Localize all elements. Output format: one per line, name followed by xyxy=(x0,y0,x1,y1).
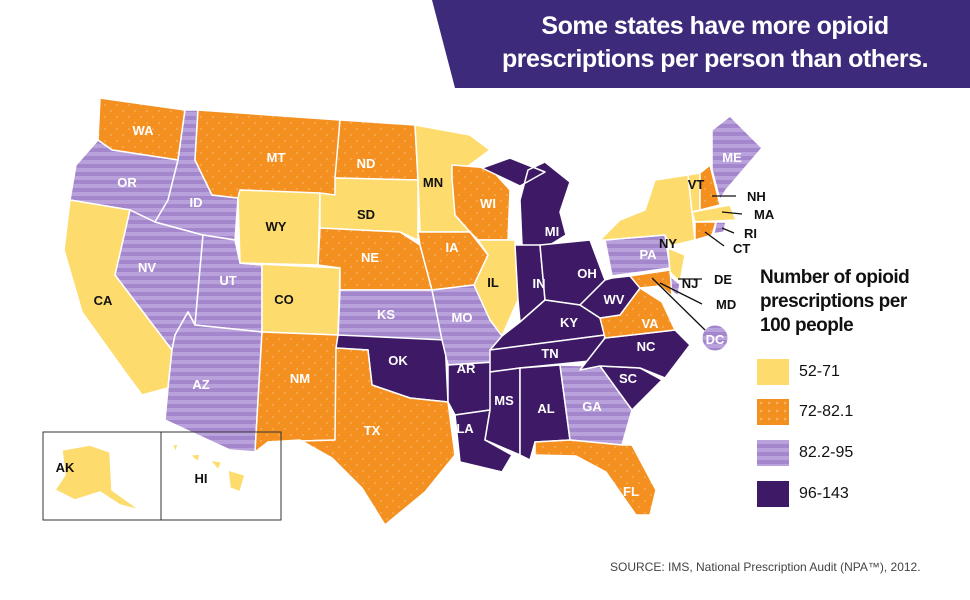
leader-line-MA xyxy=(721,211,743,215)
state-label-AK: AK xyxy=(56,460,75,475)
state-label-VA: VA xyxy=(641,316,659,331)
state-AZ xyxy=(164,311,263,453)
state-label-ME: ME xyxy=(722,150,742,165)
state-label-WY: WY xyxy=(266,219,287,234)
legend-label: 82.2-95 xyxy=(799,444,854,461)
legend-swatch xyxy=(757,399,789,425)
state-label-GA: GA xyxy=(582,399,602,414)
state-DC xyxy=(701,324,729,352)
legend-item: 52-71 xyxy=(757,359,840,385)
legend-item: 96-143 xyxy=(757,481,849,507)
state-label-WV: WV xyxy=(604,292,625,307)
leader-line-MD xyxy=(659,282,703,305)
state-label-NM: NM xyxy=(290,371,310,386)
leader-line-DC xyxy=(651,277,706,331)
state-label-WA: WA xyxy=(133,123,155,138)
hawaii-inset-box xyxy=(160,431,282,521)
state-label-RI: RI xyxy=(744,226,757,241)
legend-swatch xyxy=(757,359,789,385)
state-label-CT: CT xyxy=(733,241,750,256)
state-label-VT: VT xyxy=(688,177,705,192)
legend-item: 82.2-95 xyxy=(757,440,853,466)
state-label-CO: CO xyxy=(274,292,294,307)
state-label-UT: UT xyxy=(219,273,236,288)
state-label-NY: NY xyxy=(659,236,677,251)
state-label-OR: OR xyxy=(117,175,137,190)
state-MS xyxy=(484,367,521,456)
state-label-ID: ID xyxy=(190,195,203,210)
title-banner xyxy=(432,0,970,88)
page-title: Some states have more opioid prescriptio… xyxy=(501,12,929,73)
legend-label: 52-71 xyxy=(799,363,840,380)
state-MA xyxy=(691,204,737,223)
state-label-SD: SD xyxy=(357,207,375,222)
state-AK xyxy=(54,444,141,511)
state-label-KS: KS xyxy=(377,307,395,322)
state-label-MO: MO xyxy=(452,310,473,325)
state-label-MT: MT xyxy=(267,150,286,165)
leader-line-RI xyxy=(721,227,735,234)
source-note: SOURCE: IMS, National Prescription Audit… xyxy=(610,560,921,574)
state-label-IL: IL xyxy=(487,275,499,290)
state-label-NV: NV xyxy=(138,260,156,275)
state-label-NC: NC xyxy=(637,339,656,354)
state-label-TX: TX xyxy=(364,423,381,438)
state-label-AR: AR xyxy=(457,361,476,376)
state-label-AL: AL xyxy=(537,401,554,416)
legend-swatch xyxy=(757,440,789,466)
state-label-FL: FL xyxy=(623,484,639,499)
leader-line-CT xyxy=(704,231,725,247)
legend-label: 96-143 xyxy=(799,485,849,502)
state-label-TN: TN xyxy=(541,346,558,361)
state-label-DE: DE xyxy=(714,272,732,287)
state-FL xyxy=(534,439,657,516)
state-label-PA: PA xyxy=(639,247,657,262)
state-TN xyxy=(489,334,606,373)
state-NJ xyxy=(667,247,686,283)
state-label-MA: MA xyxy=(754,207,775,222)
state-label-SC: SC xyxy=(619,371,638,386)
state-ND xyxy=(334,119,419,181)
state-label-DC: DC xyxy=(706,332,725,347)
state-label-IN: IN xyxy=(533,276,546,291)
state-TX xyxy=(267,347,456,526)
state-label-LA: LA xyxy=(456,421,474,436)
state-label-OH: OH xyxy=(577,266,597,281)
state-HI xyxy=(171,443,246,493)
state-label-MN: MN xyxy=(423,175,443,190)
state-label-ND: ND xyxy=(357,156,376,171)
state-ME xyxy=(711,115,763,201)
state-label-KY: KY xyxy=(560,315,578,330)
state-label-IA: IA xyxy=(446,240,460,255)
legend-title: Number of opioid prescriptions per 100 p… xyxy=(760,267,910,336)
state-label-HI: HI xyxy=(195,471,208,486)
legend-swatch xyxy=(757,481,789,507)
state-RI xyxy=(713,221,727,235)
state-NH xyxy=(699,164,721,211)
state-label-NJ: NJ xyxy=(682,276,699,291)
state-label-OK: OK xyxy=(388,353,408,368)
state-NC xyxy=(579,329,691,379)
state-CT xyxy=(694,221,717,241)
state-label-AZ: AZ xyxy=(192,377,209,392)
state-label-MI: MI xyxy=(545,224,559,239)
legend-item: 72-82.1 xyxy=(757,399,853,425)
state-label-NH: NH xyxy=(747,189,766,204)
state-label-NE: NE xyxy=(361,250,379,265)
state-label-MD: MD xyxy=(716,297,736,312)
state-WY xyxy=(237,189,321,266)
legend-label: 72-82.1 xyxy=(799,403,854,420)
state-NM xyxy=(254,331,339,453)
state-label-MS: MS xyxy=(494,393,514,408)
state-label-CA: CA xyxy=(94,293,113,308)
state-NY xyxy=(599,174,696,247)
state-label-WI: WI xyxy=(480,196,496,211)
